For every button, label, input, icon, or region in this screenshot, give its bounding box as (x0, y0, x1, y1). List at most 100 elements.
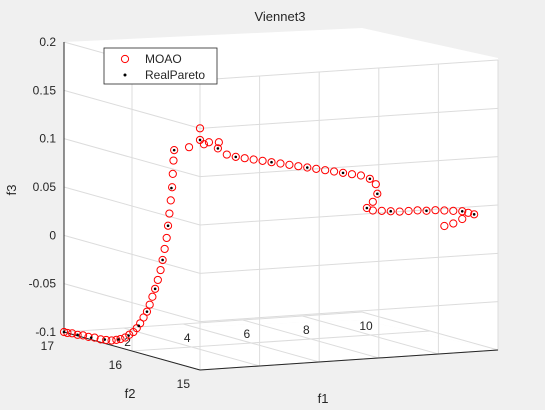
realpareto-point (117, 338, 120, 341)
moao-point (168, 183, 177, 192)
realpareto-point (166, 224, 170, 228)
moao-point (214, 138, 223, 147)
moao-point (195, 135, 205, 145)
moao-point (153, 275, 162, 285)
y-tick-label: 17 (41, 339, 55, 353)
moao-point (365, 174, 374, 183)
moao-point (184, 143, 194, 152)
moao-point (449, 219, 458, 228)
moao-point (321, 166, 330, 175)
moao-point (371, 180, 380, 189)
moao-point (121, 333, 130, 342)
z-tick-label: 0.1 (39, 132, 56, 146)
moao-point (440, 221, 449, 231)
realpareto-point (62, 330, 66, 334)
moao-point (168, 169, 177, 178)
moao-point (294, 162, 303, 171)
realpareto-point (376, 192, 379, 196)
moao-point (163, 221, 173, 230)
moao-point (107, 336, 116, 345)
moao-point (449, 206, 458, 215)
legend-moao-label: MOAO (145, 52, 182, 66)
moao-point (458, 214, 467, 224)
realpareto-point (472, 213, 476, 216)
realpareto-point (425, 209, 428, 213)
z-axis-label: f3 (4, 185, 19, 196)
moao-point (204, 138, 214, 147)
y-axis-label: f2 (125, 386, 136, 401)
moao-point (464, 208, 473, 217)
realpareto-point (127, 334, 130, 337)
moao-point (368, 206, 377, 215)
legend-moao-marker (120, 54, 130, 64)
moao-point (78, 331, 88, 340)
moao-point (395, 207, 404, 216)
realpareto-point (365, 206, 369, 210)
moao-point (458, 207, 467, 216)
z-tick-label: 0 (49, 228, 56, 242)
moao-point (195, 124, 205, 133)
moao-point (422, 206, 431, 215)
moao-point (377, 206, 386, 215)
moao-point (431, 206, 440, 215)
x-tick-label: 10 (359, 319, 373, 333)
moao-point (240, 154, 249, 163)
moao-point (73, 330, 82, 339)
realpareto-point (368, 177, 372, 181)
moao-point (165, 209, 174, 218)
x-tick-label: 4 (184, 331, 191, 345)
moao-point (356, 171, 366, 180)
moao-point (413, 206, 422, 215)
moao-point (170, 146, 179, 155)
moao-point (156, 265, 165, 275)
axes-box (63, 42, 499, 371)
realpareto-point (172, 148, 176, 152)
moao-point (145, 300, 154, 309)
realpareto-point (198, 138, 202, 142)
z-tick-label: -0.05 (29, 277, 57, 291)
moao-point (303, 163, 312, 172)
legend-realpareto-label: RealPareto (145, 68, 205, 82)
back-wall-f1f3 (362, 28, 498, 350)
moao-point (276, 159, 285, 168)
moao-point (142, 307, 152, 316)
moao-point (59, 327, 69, 337)
chart-title: Viennet3 (254, 9, 305, 24)
realpareto-point (234, 155, 238, 159)
moao-point (160, 244, 169, 254)
legend: MOAO RealPareto (103, 47, 218, 85)
z-tick-label: -0.1 (35, 325, 56, 339)
axis-ticks: -0.1 -0.05 0 0.05 0.1 0.15 0.2 2 4 6 8 10 15 16 17 (29, 35, 373, 391)
moao-point (249, 155, 258, 164)
moao-point (116, 334, 125, 344)
realpareto-point (389, 209, 393, 213)
moao-point (267, 158, 276, 167)
moao-point (112, 335, 121, 344)
moao-point (148, 292, 157, 301)
realpareto-point (103, 338, 107, 341)
moao-point (102, 335, 111, 345)
moao-point (404, 206, 413, 216)
realpareto-point (76, 333, 79, 337)
moao-point (231, 152, 240, 161)
moao-point (162, 233, 171, 243)
x-tick-label: 8 (303, 323, 310, 337)
moao-point (440, 206, 449, 215)
realpareto-point (305, 166, 309, 169)
moao-point (68, 329, 77, 338)
moao-point (312, 164, 321, 173)
realpareto-point (137, 324, 141, 328)
z-tick-label: 0.2 (39, 35, 56, 49)
moao-point (368, 197, 377, 206)
moao-point (166, 196, 175, 205)
moao-point (125, 330, 134, 339)
legend-realpareto-marker (123, 73, 127, 77)
realpareto-point (145, 310, 149, 313)
x-tick-label: 6 (243, 327, 250, 341)
moao-point (330, 167, 339, 176)
x-axis-label: f1 (318, 391, 329, 406)
z-tick-label: 0.15 (33, 83, 57, 97)
y-tick-label: 15 (177, 377, 191, 391)
data-series (59, 124, 479, 345)
